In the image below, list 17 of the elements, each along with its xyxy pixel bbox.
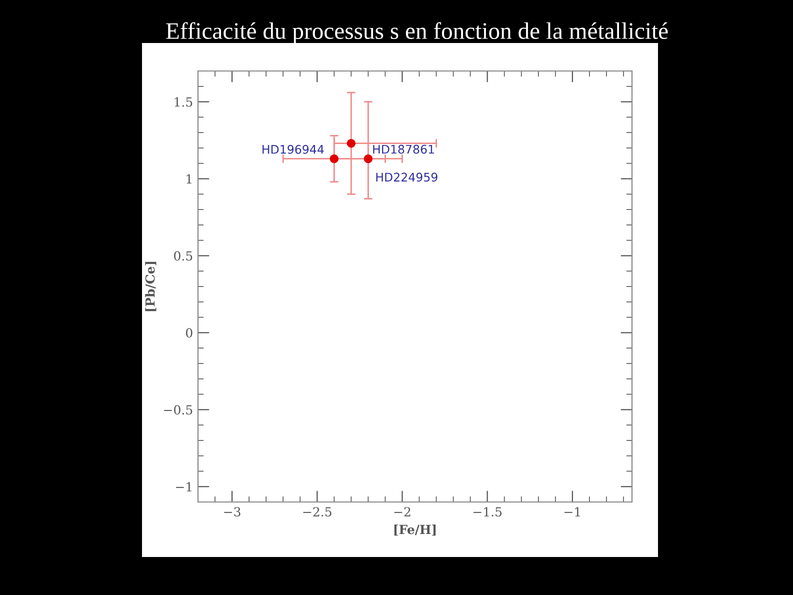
annotation: HD196944 bbox=[262, 144, 324, 154]
annotation: HD187861 bbox=[373, 144, 434, 154]
x-axis-title: [Fe/H] bbox=[394, 524, 436, 536]
x-tick-label: −2.5 bbox=[303, 507, 332, 517]
y-tick-label: −1 bbox=[176, 482, 192, 492]
x-tick-label: −2 bbox=[394, 507, 410, 516]
y-tick-label: −0.5 bbox=[164, 405, 192, 415]
chart-title: Efficacité du processus s en fonction de la métallicité bbox=[166, 22, 668, 44]
x-tick-label: −1.5 bbox=[473, 507, 502, 517]
y-tick-label: 1 bbox=[186, 174, 192, 184]
x-tick-label: −3 bbox=[224, 507, 240, 517]
y-tick-label: 0.5 bbox=[174, 251, 192, 261]
y-tick-label: 0 bbox=[186, 328, 192, 338]
y-axis-title: [Pb/Ce] bbox=[145, 262, 156, 312]
annotation: HD224959 bbox=[376, 172, 438, 182]
x-tick-label: −1 bbox=[564, 507, 580, 516]
y-tick-label: 1.5 bbox=[174, 97, 192, 107]
